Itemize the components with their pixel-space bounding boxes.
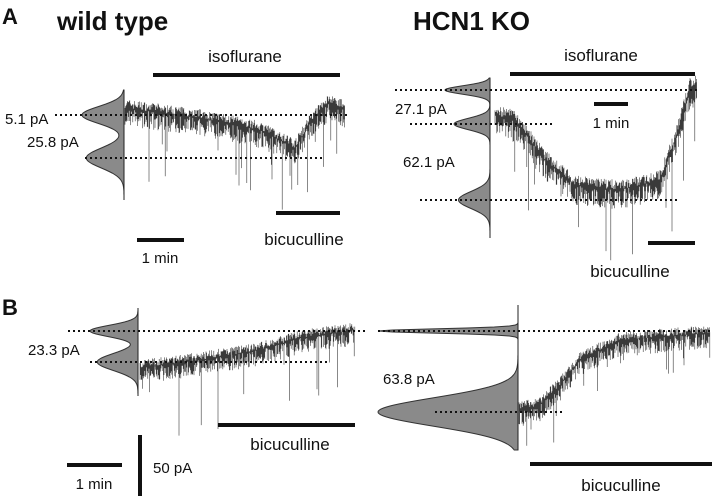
amplitude-histogram xyxy=(81,89,125,200)
current-trace xyxy=(124,96,345,210)
panel-label: A xyxy=(2,4,18,29)
current-trace xyxy=(139,323,356,436)
scale-label: 1 min xyxy=(142,250,179,267)
drug-label: bicuculline xyxy=(590,262,669,281)
amplitude-label: 5.1 pA xyxy=(5,111,48,128)
scale-label: 1 min xyxy=(76,476,113,493)
drug-label: bicuculline xyxy=(581,476,660,495)
drug-label: isoflurane xyxy=(208,47,282,66)
scale-label: 50 pA xyxy=(153,460,192,477)
current-trace xyxy=(494,75,697,261)
drug-label: bicuculline xyxy=(264,230,343,249)
panel-label: B xyxy=(2,295,18,320)
amplitude-label: 63.8 pA xyxy=(383,371,435,388)
amplitude-histogram xyxy=(377,305,519,451)
amplitude-label: 27.1 pA xyxy=(395,101,447,118)
drug-label: isoflurane xyxy=(564,46,638,65)
traces xyxy=(81,75,711,451)
current-trace xyxy=(518,326,711,446)
amplitude-label: 62.1 pA xyxy=(403,154,455,171)
amplitude-histogram xyxy=(89,308,139,396)
panel-title: wild type xyxy=(56,6,168,36)
amplitude-label: 23.3 pA xyxy=(28,342,80,359)
drug-label: bicuculline xyxy=(250,435,329,454)
panel-title: HCN1 KO xyxy=(413,6,530,36)
amplitude-label: 25.8 pA xyxy=(27,134,79,151)
scale-label: 1 min xyxy=(593,115,630,132)
